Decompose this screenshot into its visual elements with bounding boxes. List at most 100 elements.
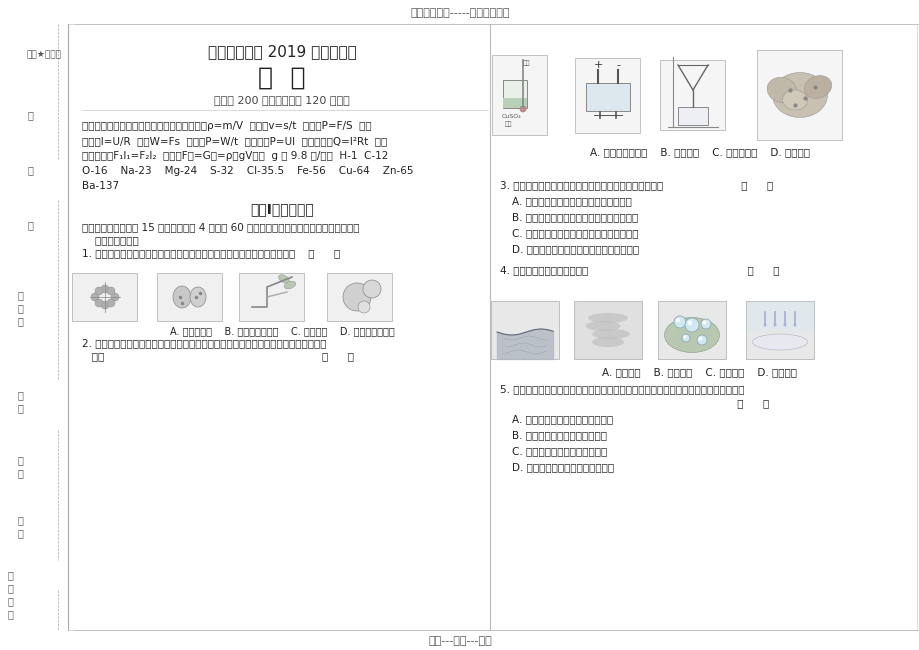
Text: 姓: 姓 [17,390,23,400]
Text: 班: 班 [17,455,23,465]
Text: 毕: 毕 [7,570,13,580]
Circle shape [782,323,786,327]
Ellipse shape [173,286,191,308]
Circle shape [762,323,766,327]
Text: 号: 号 [17,316,23,326]
Ellipse shape [752,334,807,350]
Ellipse shape [190,287,206,307]
Circle shape [674,316,686,328]
Text: 科  学: 科 学 [258,66,305,90]
Text: 试卷Ⅰ（选择题）: 试卷Ⅰ（选择题） [250,202,313,216]
Circle shape [111,293,119,301]
FancyBboxPatch shape [660,60,725,130]
Text: 项是符合题意）: 项是符合题意） [82,235,139,245]
Ellipse shape [284,281,295,289]
Text: 浙江省绍兴市 2019 年中考试卷: 浙江省绍兴市 2019 年中考试卷 [208,44,356,60]
Bar [574,302,641,358]
Ellipse shape [587,313,628,323]
Circle shape [363,280,380,298]
Text: 在: 在 [27,110,33,120]
Ellipse shape [782,90,807,110]
FancyBboxPatch shape [575,57,640,133]
Text: 此: 此 [27,165,33,175]
Ellipse shape [584,321,619,331]
Circle shape [676,318,679,322]
Text: +: + [593,60,602,70]
Text: C. 流行性感冒是一种遗传性疾病: C. 流行性感冒是一种遗传性疾病 [512,446,607,456]
Ellipse shape [591,329,630,339]
Text: 4. 下列物态变化属于凝固的是                                                 （      ）: 4. 下列物态变化属于凝固的是 （ ） [499,265,778,275]
FancyBboxPatch shape [745,301,813,359]
Text: B. 火山和地震多发生在板块内部地壳稳定处: B. 火山和地震多发生在板块内部地壳稳定处 [512,212,638,222]
Text: C. 外力作用主要是使地球表面变得高低不平: C. 外力作用主要是使地球表面变得高低不平 [512,228,638,238]
FancyBboxPatch shape [327,273,392,321]
Text: A. 蚜虫的繁殖    B. 变形虫分裂生殖    C. 桃树嫁接    D. 酵母菌出芽生殖: A. 蚜虫的繁殖 B. 变形虫分裂生殖 C. 桃树嫁接 D. 酵母菌出芽生殖 [169,326,394,336]
Bar [503,98,527,108]
Text: 定律：I=U/R  功：W=Fs  功率：P=W/t  电功率：P=UI  焦耳定律：Q=I²Rt  杠杆: 定律：I=U/R 功：W=Fs 功率：P=W/t 电功率：P=UI 焦耳定律：Q… [82,136,387,146]
Circle shape [343,283,370,311]
Circle shape [519,106,526,112]
Text: 3. 地壳和地表形态都在不断的变化着，下列说法正确的是                        （      ）: 3. 地壳和地表形态都在不断的变化着，下列说法正确的是 （ ） [499,180,772,190]
Text: 2. 化学变化和物理变化的区别在于变化过程中有无新的物质生成。下列只发生物理变化: 2. 化学变化和物理变化的区别在于变化过程中有无新的物质生成。下列只发生物理变化 [82,338,326,348]
Text: 学: 学 [17,515,23,525]
Text: CuSO₄: CuSO₄ [502,114,521,120]
Circle shape [357,301,369,313]
Circle shape [95,299,103,307]
Text: 锌锭: 锌锭 [522,60,530,66]
Text: 专心---专注---专业: 专心---专注---专业 [427,636,492,646]
FancyBboxPatch shape [573,301,641,359]
Circle shape [683,336,685,338]
Text: -: - [616,60,619,70]
Text: 生: 生 [17,303,23,313]
Text: 5. 流行性感冒是由流感病毒引起的传染病，它通过飞沫、空气传播。下列说法正确的是: 5. 流行性感冒是由流感病毒引起的传染病，它通过飞沫、空气传播。下列说法正确的是 [499,384,743,394]
Circle shape [772,323,777,327]
Circle shape [702,321,705,324]
Ellipse shape [664,317,719,352]
Text: （      ）: （ ） [499,398,768,408]
Circle shape [698,337,701,340]
Ellipse shape [803,75,831,98]
Circle shape [792,323,796,327]
Ellipse shape [766,77,796,103]
Text: 业: 业 [7,583,13,593]
Text: 学: 学 [7,596,13,606]
FancyBboxPatch shape [492,55,547,135]
Bar [585,83,630,111]
Circle shape [697,335,706,345]
Circle shape [107,287,115,295]
Circle shape [101,285,108,293]
Text: 精选优质文档-----倾情为你奉上: 精选优质文档-----倾情为你奉上 [410,8,509,18]
Text: Ba-137: Ba-137 [82,181,119,191]
Text: 卷: 卷 [27,220,33,230]
Bar [503,80,527,108]
Text: B. 患流行性感冒的病人是病原体: B. 患流行性感冒的病人是病原体 [512,430,607,440]
Text: 绝密★启用前: 绝密★启用前 [27,51,62,60]
Circle shape [91,293,99,301]
FancyBboxPatch shape [73,273,137,321]
Circle shape [687,321,691,324]
Circle shape [101,301,108,309]
Text: 溶液: 溶液 [505,121,512,127]
Ellipse shape [278,275,289,283]
Circle shape [95,287,103,295]
Text: 名: 名 [17,403,23,413]
Bar [677,107,708,125]
Ellipse shape [772,73,826,118]
Text: 平衡条件：F₁l₁=F₂l₂  浮力：F浮=G排=ρ液gV排液  g 取 9.8 牛/千克  H-1  C-12: 平衡条件：F₁l₁=F₂l₂ 浮力：F浮=G排=ρ液gV排液 g 取 9.8 牛… [82,151,388,161]
Text: 1. 生物的生殖使地球上的生命代代相传、繁衍不息。下列属于有性生殖的是    （      ）: 1. 生物的生殖使地球上的生命代代相传、繁衍不息。下列属于有性生殖的是 （ ） [82,248,340,258]
Text: 一、选择题（本题共 15 小题，每小题 4 分，共 60 分，在每小题给出的四个选项中，只有一: 一、选择题（本题共 15 小题，每小题 4 分，共 60 分，在每小题给出的四个… [82,222,359,232]
Text: （满分 200 分，考试时间 120 分钟）: （满分 200 分，考试时间 120 分钟） [214,95,349,105]
Text: D. 接种流感疫苗可以保护易感人群: D. 接种流感疫苗可以保护易感人群 [512,462,614,472]
FancyBboxPatch shape [657,301,725,359]
Circle shape [107,299,115,307]
Text: 考: 考 [17,290,23,300]
Circle shape [685,318,698,332]
FancyBboxPatch shape [491,301,559,359]
Text: 级: 级 [17,468,23,478]
Text: 的是                                                                   （      ）: 的是 （ ） [82,351,354,361]
Text: A. 地球岩石圈由大小相同的六大板块组成: A. 地球岩石圈由大小相同的六大板块组成 [512,196,631,206]
Circle shape [681,334,689,342]
FancyBboxPatch shape [157,273,222,321]
FancyBboxPatch shape [239,273,304,321]
Text: A. 比较金属活动性    B. 水的电解    C. 过滤淀浆水    D. 食物霉变: A. 比较金属活动性 B. 水的电解 C. 过滤淀浆水 D. 食物霉变 [589,147,809,157]
